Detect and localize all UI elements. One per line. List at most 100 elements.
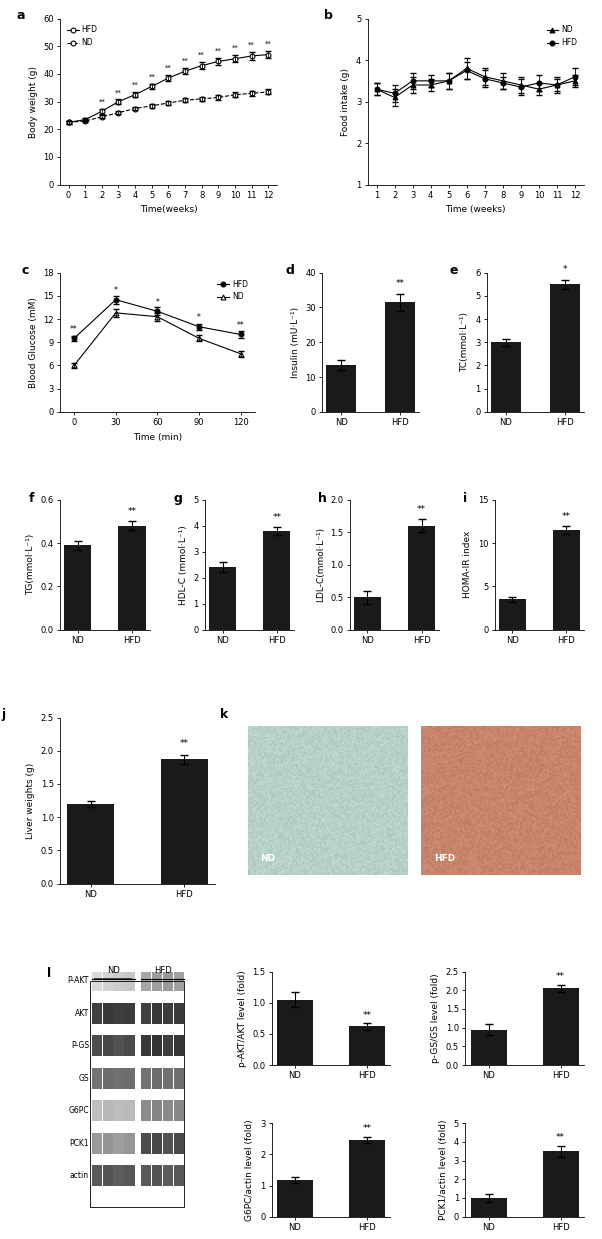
Bar [173,1132,184,1154]
ND [499,73,506,88]
ND [237,347,244,362]
Bar [102,1002,113,1023]
Bar [553,530,580,629]
ND [70,358,78,373]
Text: **: ** [417,506,426,514]
ND [391,90,398,105]
Bar [209,567,236,629]
Bar [491,342,521,411]
HFD [445,73,452,88]
Bar [152,1068,162,1089]
Bar [141,1002,151,1023]
Line: ND: ND [374,66,577,100]
Bar [125,1036,135,1056]
Text: **: ** [362,1011,371,1020]
Y-axis label: Liver weights (g): Liver weights (g) [26,762,36,839]
Text: **: ** [99,99,105,105]
Bar [163,1100,173,1121]
HFD [553,78,560,93]
Text: d: d [285,264,294,278]
Text: b: b [324,9,333,21]
Text: **: ** [272,513,281,522]
Bar [141,1132,151,1154]
ND [165,95,172,110]
Bar [141,970,151,991]
HFD [65,115,72,130]
Text: **: ** [179,738,188,748]
Bar [64,545,92,629]
Text: **: ** [182,58,188,63]
Text: P-AKT: P-AKT [67,976,89,985]
Text: c: c [21,264,29,278]
Bar [163,1132,173,1154]
ND [248,85,255,100]
Bar [152,1100,162,1121]
Bar [542,989,579,1066]
ND [81,114,88,129]
Line: ND: ND [66,89,271,125]
Bar [152,1165,162,1186]
Bar [141,1036,151,1056]
Bar [92,1132,102,1154]
ND [445,73,452,88]
ND [535,82,542,97]
Bar [102,1036,113,1056]
Text: *: * [197,313,201,322]
HFD [231,51,238,66]
Bar [173,970,184,991]
Bar [173,1068,184,1089]
Bar [125,1165,135,1186]
Y-axis label: TC(mmol·L⁻¹): TC(mmol·L⁻¹) [461,312,470,372]
HFD [517,79,524,94]
HFD [409,73,416,88]
Bar [102,1100,113,1121]
Bar [152,970,162,991]
ND [231,87,238,102]
Text: P-GS: P-GS [71,1041,89,1051]
Bar [102,1132,113,1154]
Text: actin: actin [70,1171,89,1180]
HFD [248,48,255,63]
HFD [112,292,119,307]
Bar [163,1036,173,1056]
ND [481,69,488,84]
Bar [102,970,113,991]
ND [65,115,72,130]
Text: GS: GS [78,1074,89,1083]
HFD [535,76,542,90]
Bar [67,804,114,883]
Text: h: h [318,492,327,506]
Bar [141,1165,151,1186]
Bar [173,1165,184,1186]
Text: AKT: AKT [75,1009,89,1017]
Bar [161,760,208,883]
ND [196,331,203,346]
Text: a: a [17,9,25,21]
ND [148,98,155,113]
Line: ND: ND [72,311,243,368]
ND [427,78,434,93]
Text: **: ** [148,73,155,79]
HFD [81,113,88,128]
Bar [92,1002,102,1023]
HFD [237,327,244,342]
Bar [498,600,526,629]
Bar [471,1198,506,1217]
Bar [125,1100,135,1121]
HFD [131,87,138,102]
HFD [215,55,222,69]
Bar [92,1100,102,1121]
Text: **: ** [237,321,244,330]
Bar [277,1000,313,1066]
Y-axis label: LDL-C(mmol·L⁻¹): LDL-C(mmol·L⁻¹) [316,527,325,602]
Y-axis label: G6PC/actin level (fold): G6PC/actin level (fold) [246,1119,255,1220]
X-axis label: Time (weeks): Time (weeks) [445,206,506,214]
Bar [92,1036,102,1056]
Bar [113,1165,123,1186]
ND [131,102,138,116]
Bar [349,1026,385,1066]
HFD [98,104,105,119]
Text: **: ** [265,41,272,47]
HFD [499,76,506,90]
Bar [113,1068,123,1089]
